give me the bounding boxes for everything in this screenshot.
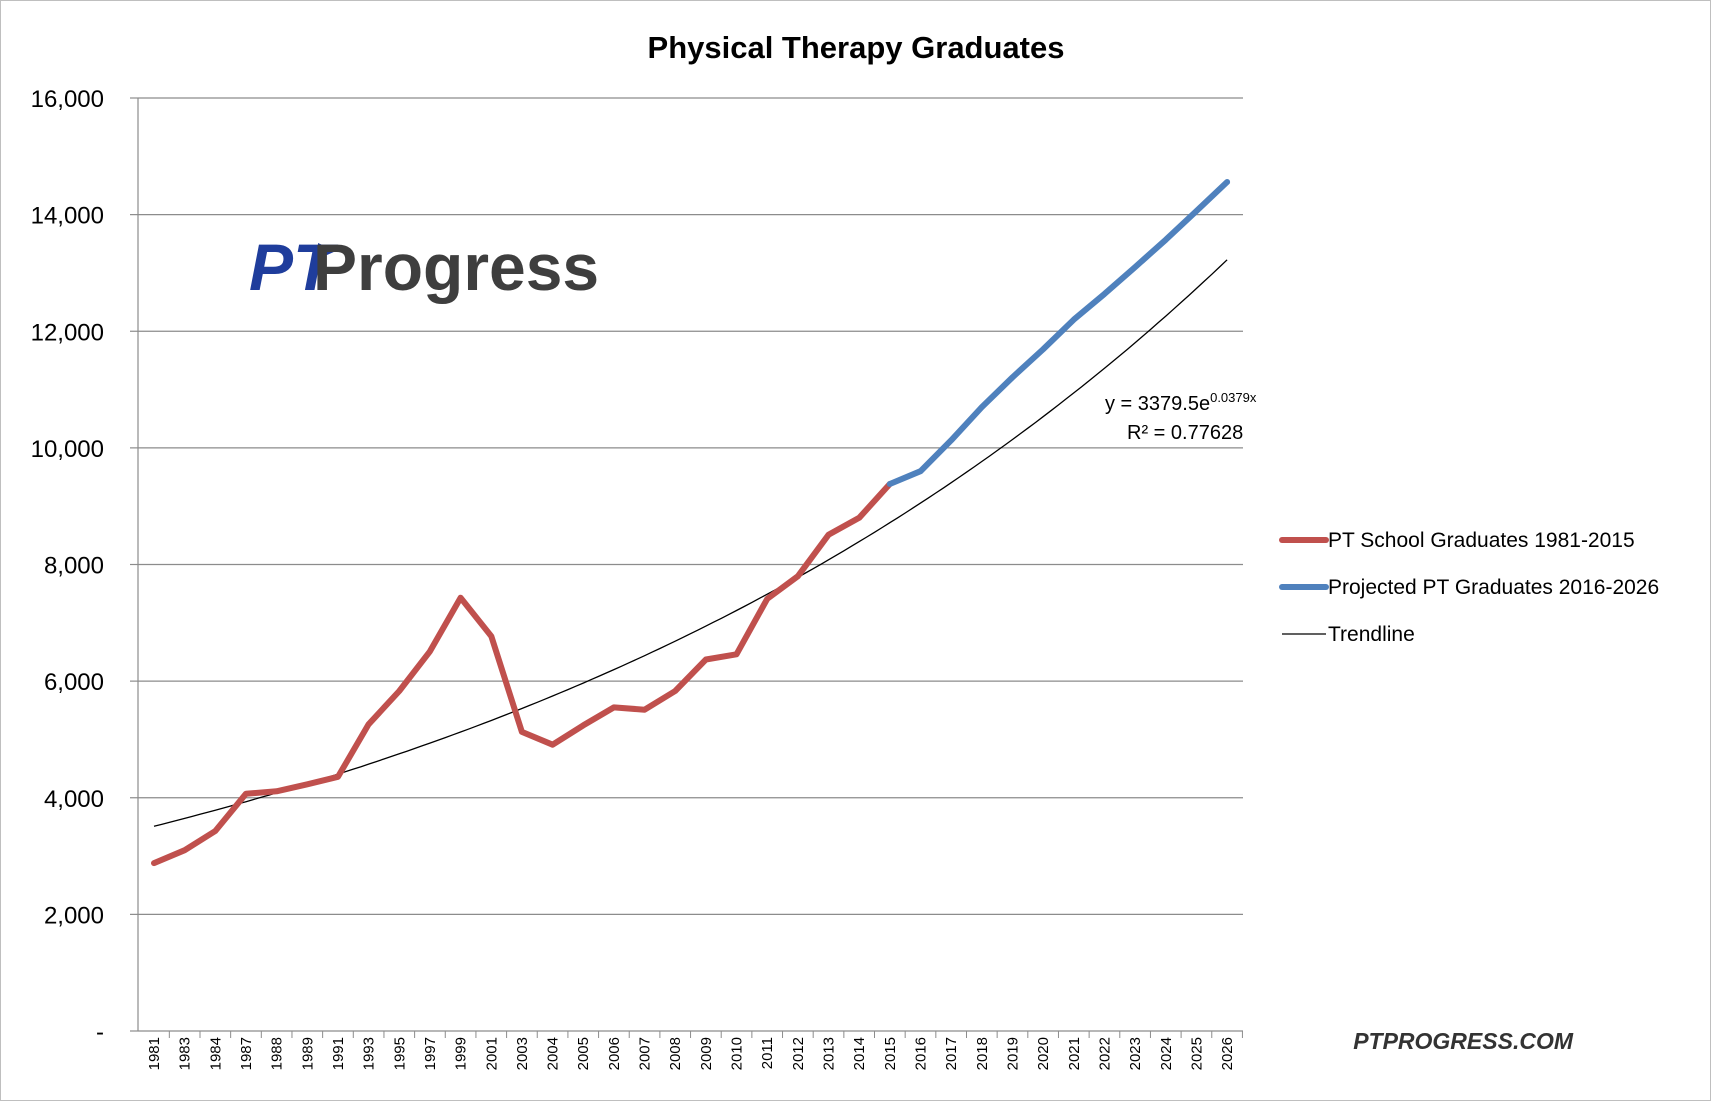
x-tick-label: 1991 (330, 1037, 347, 1070)
x-tick-label: 2011 (759, 1037, 776, 1069)
legend-label-2: Projected PT Graduates 2016-2026 (1328, 576, 1659, 599)
x-tick-label: 2012 (790, 1037, 807, 1070)
y-tick-label: - (96, 1019, 104, 1046)
y-tick-label: 14,000 (31, 203, 104, 230)
y-axis-ticks: - 2,000 4,000 6,000 8,000 10,000 12,000 14,000 1… (31, 86, 104, 1046)
x-tick-label: 2018 (974, 1037, 991, 1070)
x-tick-label: 2008 (667, 1037, 684, 1070)
x-tick-label: 1997 (422, 1037, 439, 1070)
series-layer (151, 179, 1231, 867)
logo-progress-text: Progress (313, 230, 599, 304)
x-tick-label: 2019 (1004, 1037, 1021, 1070)
y-tick-label: 2,000 (44, 902, 104, 929)
x-tick-label: 2010 (729, 1037, 746, 1070)
x-tick-label: 2025 (1188, 1037, 1205, 1070)
logo-arrow-icon (318, 243, 336, 259)
x-tick-label: 2024 (1158, 1037, 1175, 1070)
x-tick-label: 2001 (483, 1037, 500, 1070)
x-tick-label: 2023 (1127, 1037, 1144, 1070)
x-tick-label: 1987 (238, 1037, 255, 1070)
ptprogress-logo: PT Progress (249, 230, 599, 304)
x-tick-label: 2020 (1035, 1037, 1052, 1070)
x-tick-label: 1989 (299, 1037, 316, 1070)
y-tick-label: 12,000 (31, 319, 104, 346)
x-tick-label: 1984 (207, 1037, 224, 1070)
x-tick-label: 2026 (1219, 1037, 1236, 1070)
x-tick-label: 1995 (391, 1037, 408, 1070)
x-tick-label: 1993 (361, 1037, 378, 1070)
x-tick-label: 2015 (882, 1037, 899, 1070)
equation-prefix: y = 3379.5e (1105, 393, 1210, 415)
x-tick-label: 2003 (514, 1037, 531, 1070)
y-tick-label: 4,000 (44, 786, 104, 813)
x-tick-label: 2009 (698, 1037, 715, 1070)
equation-text: y = 3379.5e0.0379x (1105, 390, 1257, 415)
x-tick-label: 2007 (637, 1037, 654, 1070)
y-tick-label: 10,000 (31, 436, 104, 463)
legend-label-1: PT School Graduates 1981-2015 (1328, 529, 1635, 552)
trendline-series-line (153, 259, 1228, 827)
x-tick-label: 2014 (851, 1037, 868, 1070)
x-tick-label: 1983 (177, 1037, 194, 1070)
r-squared-text: R² = 0.77628 (1127, 422, 1243, 444)
projected-series-line (886, 179, 1231, 487)
trendline-equation: y = 3379.5e0.0379x R² = 0.77628 (1105, 390, 1257, 444)
x-tick-label: 1981 (146, 1037, 163, 1070)
x-tick-label: 2006 (606, 1037, 623, 1070)
y-tick-label: 16,000 (31, 86, 104, 113)
legend-label-3: Trendline (1328, 623, 1415, 646)
website-label: PTPROGRESS.COM (1353, 1028, 1574, 1054)
chart-title: Physical Therapy Graduates (648, 30, 1065, 65)
x-tick-label: 2022 (1096, 1037, 1113, 1070)
logo-pt-text: PT (249, 230, 338, 304)
gridlines (130, 97, 1243, 1032)
x-tick-label: 2004 (545, 1037, 562, 1070)
equation-exponent: 0.0379x (1210, 390, 1257, 405)
y-tick-label: 8,000 (44, 553, 104, 580)
x-tick-label: 1999 (453, 1037, 470, 1070)
graduates-series-line (151, 481, 893, 867)
y-tick-label: 6,000 (44, 669, 104, 696)
x-tick-label: 2016 (913, 1037, 930, 1070)
x-axis-ticks: 1981 1983 1984 1987 1988 1989 1991 1993 1995 1997… (146, 1031, 1243, 1070)
x-tick-label: 1988 (269, 1037, 286, 1070)
x-tick-label: 2013 (821, 1037, 838, 1070)
x-tick-label: 2005 (575, 1037, 592, 1070)
x-tick-label: 2021 (1066, 1037, 1083, 1070)
legend: PT School Graduates 1981-2015 Projected P… (1279, 529, 1659, 646)
x-tick-label: 2017 (943, 1037, 960, 1070)
